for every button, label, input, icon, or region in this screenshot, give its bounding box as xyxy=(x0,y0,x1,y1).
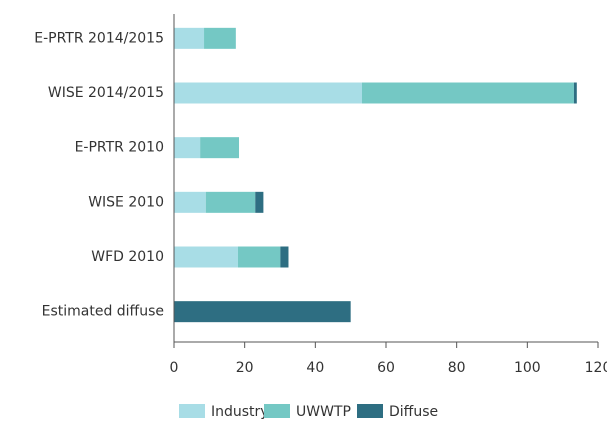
legend-swatch xyxy=(264,404,290,418)
y-tick-label: Estimated diffuse xyxy=(42,304,164,320)
x-tick-label: 60 xyxy=(377,360,395,376)
bar-segment xyxy=(174,191,206,213)
bar-segment xyxy=(200,137,240,159)
bar-segment xyxy=(174,301,351,323)
legend-label: UWWTP xyxy=(296,404,351,420)
bar-segment xyxy=(174,246,238,268)
x-tick-label: 20 xyxy=(236,360,254,376)
bar-segment xyxy=(573,82,577,104)
x-tick-label: 0 xyxy=(170,360,179,376)
x-tick-label: 40 xyxy=(306,360,324,376)
x-tick-label: 80 xyxy=(448,360,466,376)
x-tick-label: 120 xyxy=(585,360,607,376)
x-tick-label: 100 xyxy=(514,360,541,376)
bar-segment xyxy=(361,82,574,104)
bar-segment xyxy=(174,137,201,159)
legend-swatch xyxy=(357,404,383,418)
y-tick-label: E-PRTR 2014/2015 xyxy=(34,30,164,46)
legend-swatch xyxy=(179,404,205,418)
y-tick-label: WFD 2010 xyxy=(91,249,164,265)
bar-segment xyxy=(174,27,205,49)
bar-segment xyxy=(205,191,256,213)
bar-segment xyxy=(280,246,289,268)
y-tick-label: E-PRTR 2010 xyxy=(75,140,164,156)
bar-segment xyxy=(255,191,264,213)
y-tick-label: WISE 2014/2015 xyxy=(48,85,164,101)
bar-segment xyxy=(237,246,281,268)
legend-label: Diffuse xyxy=(389,404,438,420)
legend-label: Industry xyxy=(211,404,269,420)
bar-segment xyxy=(174,82,362,104)
bar-segment xyxy=(204,27,236,49)
y-tick-label: WISE 2010 xyxy=(88,194,164,210)
